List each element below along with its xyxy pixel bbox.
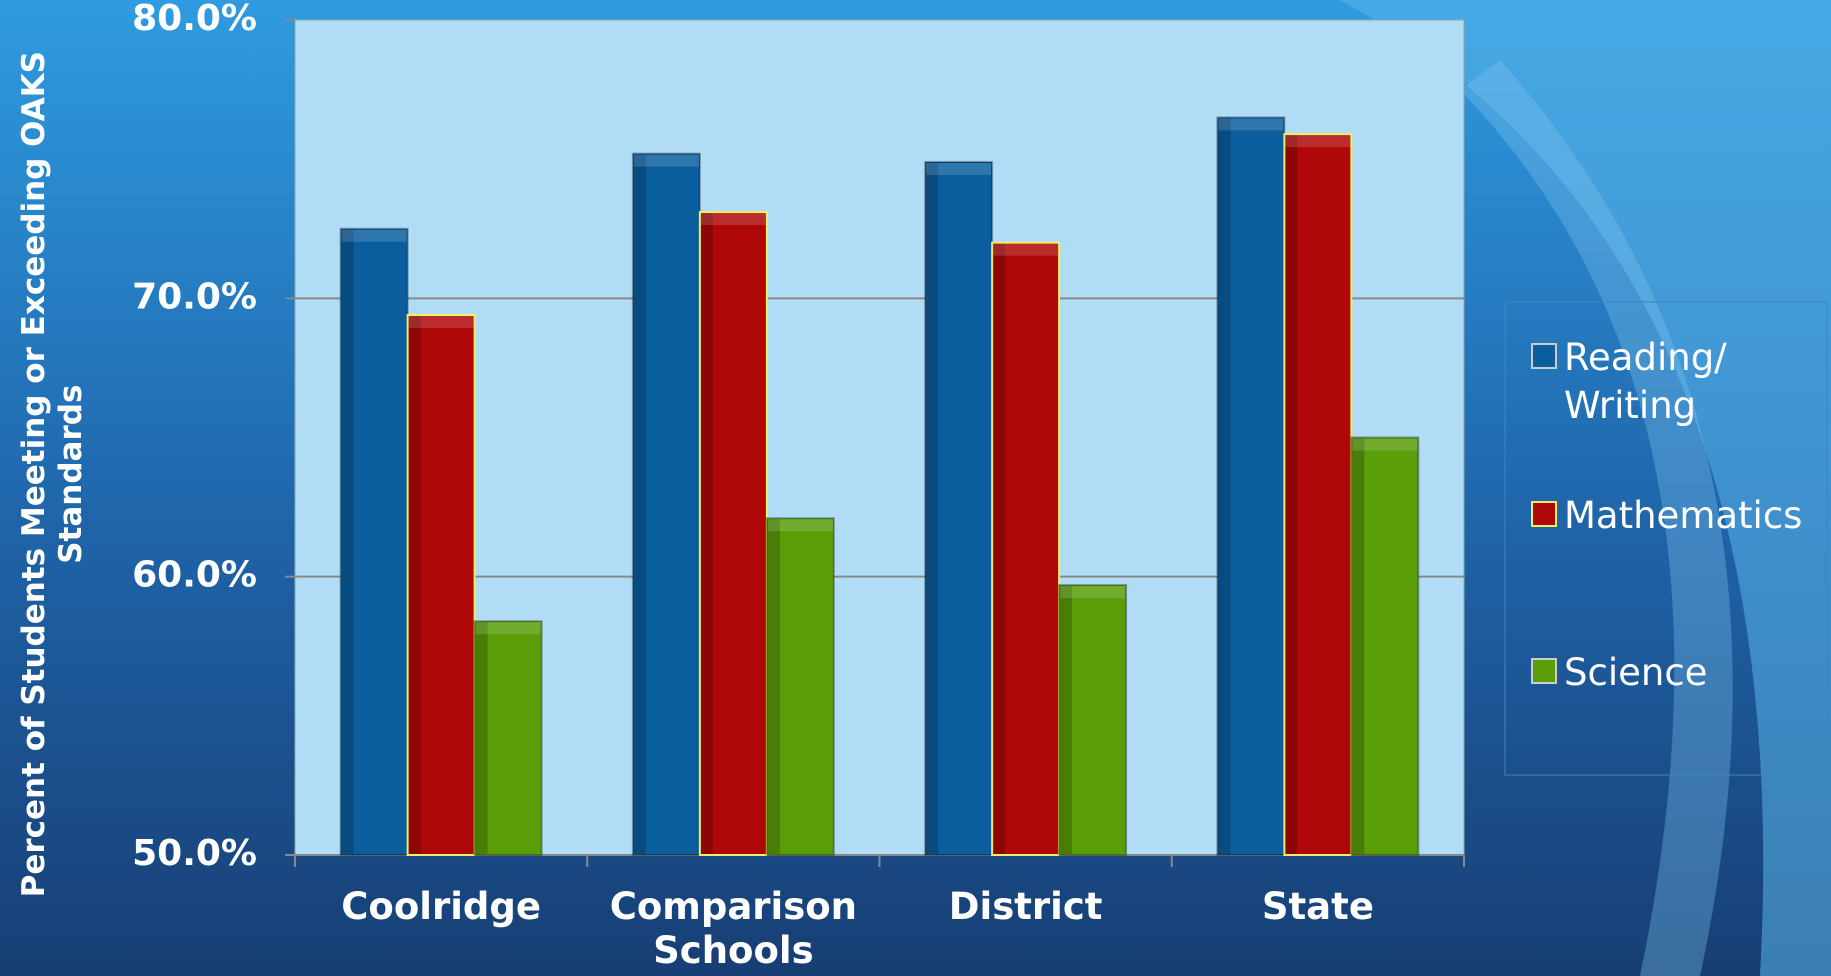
y-tick-label: 60.0% xyxy=(132,555,257,596)
bar-shade xyxy=(341,229,354,854)
bar xyxy=(406,314,476,856)
y-tick-label: 70.0% xyxy=(132,276,257,317)
bar-cap xyxy=(1285,135,1351,148)
bar-cap xyxy=(700,213,766,226)
legend-swatch xyxy=(1531,343,1557,369)
bar-shade xyxy=(993,243,1006,854)
bar-shade xyxy=(1060,586,1073,854)
bar-cap xyxy=(993,243,1059,256)
bar-cap xyxy=(408,316,474,329)
bar-cap xyxy=(926,162,992,175)
legend-label: Mathematics xyxy=(1564,494,1803,537)
bar-cap xyxy=(633,154,699,167)
bar-shade xyxy=(1285,135,1298,854)
bar-shade xyxy=(1218,118,1231,854)
bar-shade xyxy=(700,213,713,855)
bar xyxy=(924,160,994,856)
bar-cap xyxy=(1218,118,1284,131)
bar xyxy=(631,152,701,857)
legend-label: Science xyxy=(1564,651,1708,694)
background-arc xyxy=(1460,60,1733,976)
x-tick-label: State xyxy=(1261,885,1374,928)
legend-swatch xyxy=(1531,501,1557,527)
x-tick-label: Comparison Schools xyxy=(609,885,858,973)
bar-cap xyxy=(767,519,833,532)
bar-shade xyxy=(767,519,780,854)
bar-shade xyxy=(475,622,488,854)
bar xyxy=(698,211,768,857)
marks: 50.0% 60.0% 70.0% 80.0% xyxy=(132,0,1557,874)
bar-cap xyxy=(341,229,407,242)
bar-cap xyxy=(1352,438,1418,451)
x-tick-label: Coolridge xyxy=(341,885,541,928)
bar xyxy=(473,620,543,857)
bar xyxy=(1058,584,1128,856)
background-arc xyxy=(1340,0,1831,976)
bar-cap xyxy=(475,622,541,635)
bar xyxy=(1216,116,1286,856)
y-tick-label: 80.0% xyxy=(132,0,257,39)
legend-label: Reading/ Writing xyxy=(1564,336,1727,428)
bar xyxy=(765,517,835,856)
bar-shade xyxy=(408,316,421,854)
bar-shade xyxy=(1352,438,1365,854)
y-tick-label: 50.0% xyxy=(132,833,257,874)
legend-box xyxy=(1504,301,1828,776)
bar xyxy=(991,241,1061,856)
bar-shade xyxy=(926,162,939,854)
bar-cap xyxy=(1060,586,1126,599)
bar xyxy=(1350,436,1420,856)
y-axis-label: Percent of Students Meeting or Exceeding… xyxy=(15,51,89,898)
bar-shade xyxy=(633,154,646,855)
x-tick-label: District xyxy=(948,885,1103,928)
legend-swatch xyxy=(1531,658,1557,684)
